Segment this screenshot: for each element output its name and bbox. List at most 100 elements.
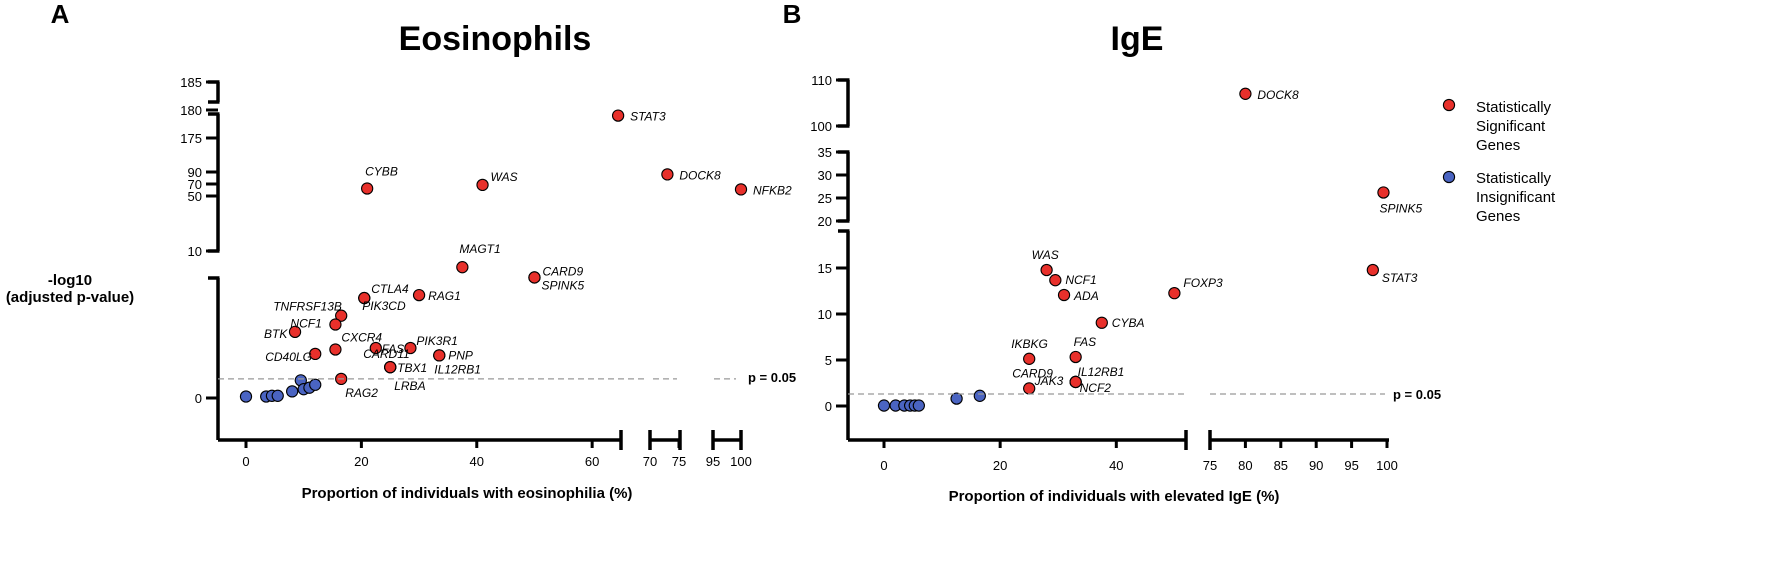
- y-tick-label: 70: [188, 177, 202, 192]
- legend-insignificant-label: Insignificant: [1476, 189, 1556, 206]
- gene-label-tbx1: TBX1: [397, 361, 427, 375]
- gene-label-card11: CARD11: [363, 347, 409, 361]
- data-point: [912, 399, 925, 412]
- y-tick-label: 25: [818, 191, 832, 206]
- gene-label-card9: CARD9: [542, 264, 583, 278]
- x-tick-label: 75: [1203, 458, 1217, 473]
- x-tick-label: 95: [1344, 458, 1358, 473]
- gene-label-cybb: CYBB: [365, 165, 398, 179]
- data-point-cd40lg: [309, 347, 322, 361]
- threshold-label: p = 0.05: [748, 370, 796, 385]
- x-tick-label: 0: [880, 458, 887, 473]
- x-axis-label: Proportion of individuals with elevated …: [949, 488, 1280, 505]
- data-point: [877, 399, 891, 412]
- x-tick-label: 40: [470, 454, 484, 469]
- data-point-cyba: [1095, 316, 1108, 329]
- data-point-ada: [1057, 288, 1071, 302]
- y-tick-label: 90: [188, 165, 202, 180]
- data-point-dock8: [661, 168, 674, 181]
- y-axis-label-line-1: -log10: [48, 272, 92, 289]
- y-tick-label: 5: [825, 353, 832, 368]
- data-point: [271, 389, 284, 402]
- data-point-dock8: [1239, 87, 1252, 100]
- data-point-fas: [1069, 350, 1082, 364]
- gene-label-was: WAS: [1032, 248, 1059, 262]
- gene-label-dock8: DOCK8: [679, 168, 721, 182]
- gene-label-pik3r1: PIK3R1: [416, 334, 457, 348]
- gene-label-ctla4: CTLA4: [371, 282, 409, 296]
- y-tick-label: 0: [195, 391, 202, 406]
- gene-label-ncf1: NCF1: [1065, 273, 1096, 287]
- gene-label-pik3cd: PIK3CD: [362, 299, 406, 313]
- data-point: [309, 378, 322, 391]
- data-point-cybb: [361, 182, 374, 195]
- x-tick-label: 0: [242, 454, 249, 469]
- data-point-stat3: [611, 109, 625, 122]
- gene-label-lrba: LRBA: [394, 379, 425, 393]
- panel-b: B IgE 0 5 10 15 20 25 30 35 100 110 0 20 40 75 80 85 90 95 1…: [783, 0, 1441, 505]
- y-tick-label: 35: [818, 145, 832, 160]
- gene-label-cxcr4: CXCR4: [341, 330, 382, 344]
- gene-label-jak3: JAK3: [1034, 374, 1064, 388]
- data-point-fas: [369, 341, 382, 355]
- legend-significant-label: Statistically: [1476, 99, 1552, 116]
- data-point-stat3: [1366, 263, 1379, 277]
- data-point: [973, 389, 986, 402]
- threshold-label: p = 0.05: [1393, 387, 1441, 402]
- legend-significant-label: Genes: [1476, 137, 1520, 154]
- x-tick-label: 90: [1309, 458, 1323, 473]
- data-point-was: [1040, 263, 1053, 277]
- data-point-ikbkg: [1023, 352, 1036, 365]
- data-point-tnfrsf13b: [335, 309, 348, 322]
- data-point-nfkb2: [734, 183, 748, 196]
- gene-label-cd40lg: CD40LG: [265, 350, 312, 364]
- y-tick-label: 10: [818, 307, 832, 322]
- gene-label-stat3: STAT3: [1382, 271, 1418, 285]
- gene-label-stat3: STAT3: [630, 110, 666, 124]
- gene-label-dock8: DOCK8: [1257, 88, 1299, 102]
- x-tick-label: 40: [1109, 458, 1123, 473]
- gene-label-il12rb1: IL12RB1: [434, 362, 481, 376]
- data-point: [286, 385, 299, 398]
- gene-label-card9: CARD9: [1012, 366, 1053, 380]
- gene-label-pnp: PNP: [448, 348, 473, 362]
- gene-label-ada: ADA: [1073, 289, 1099, 303]
- data-point-magt1: [456, 261, 469, 274]
- gene-label-rag2: RAG2: [345, 386, 378, 400]
- x-axis-label: Proportion of individuals with eosinophi…: [302, 485, 633, 502]
- x-tick-label: 70: [643, 454, 657, 469]
- data-point-btk: [288, 325, 302, 338]
- data-point-spink5: [528, 271, 541, 284]
- gene-label-ikbkg: IKBKG: [1011, 337, 1048, 351]
- y-tick-label: 50: [188, 189, 202, 204]
- legend-insignificant-marker: [1442, 170, 1456, 184]
- legend-significant-label: Significant: [1476, 118, 1546, 135]
- data-point-pik3r1: [404, 341, 417, 355]
- x-tick-label: 20: [993, 458, 1007, 473]
- y-tick-label: 10: [188, 244, 202, 259]
- gene-label-was: WAS: [491, 170, 518, 184]
- panel-letter-a: A: [51, 0, 70, 29]
- gene-label-il12rb1: IL12RB1: [1078, 365, 1125, 379]
- data-point-spink5: [1377, 186, 1390, 199]
- gene-label-foxp3: FOXP3: [1183, 276, 1223, 290]
- x-tick-label: 95: [706, 454, 720, 469]
- x-tick-label: 75: [672, 454, 686, 469]
- data-point-was: [476, 178, 489, 192]
- gene-label-fas: FAS: [382, 342, 404, 356]
- gene-label-cyba: CYBA: [1112, 316, 1145, 330]
- gene-label-btk: BTK: [264, 327, 288, 341]
- data-point-ncf2: [1069, 375, 1082, 389]
- gene-label-rag1: RAG1: [428, 289, 461, 303]
- legend-significant-marker: [1442, 98, 1456, 112]
- panel-letter-b: B: [783, 0, 802, 29]
- gene-label-spink5: SPINK5: [1379, 201, 1422, 215]
- data-point-ncf1: [329, 318, 342, 331]
- y-tick-label: 30: [818, 168, 832, 183]
- x-tick-label: 60: [585, 454, 599, 469]
- gene-label-magt1: MAGT1: [459, 242, 500, 256]
- x-tick-label: 100: [730, 454, 752, 469]
- y-tick-label: 0: [825, 399, 832, 414]
